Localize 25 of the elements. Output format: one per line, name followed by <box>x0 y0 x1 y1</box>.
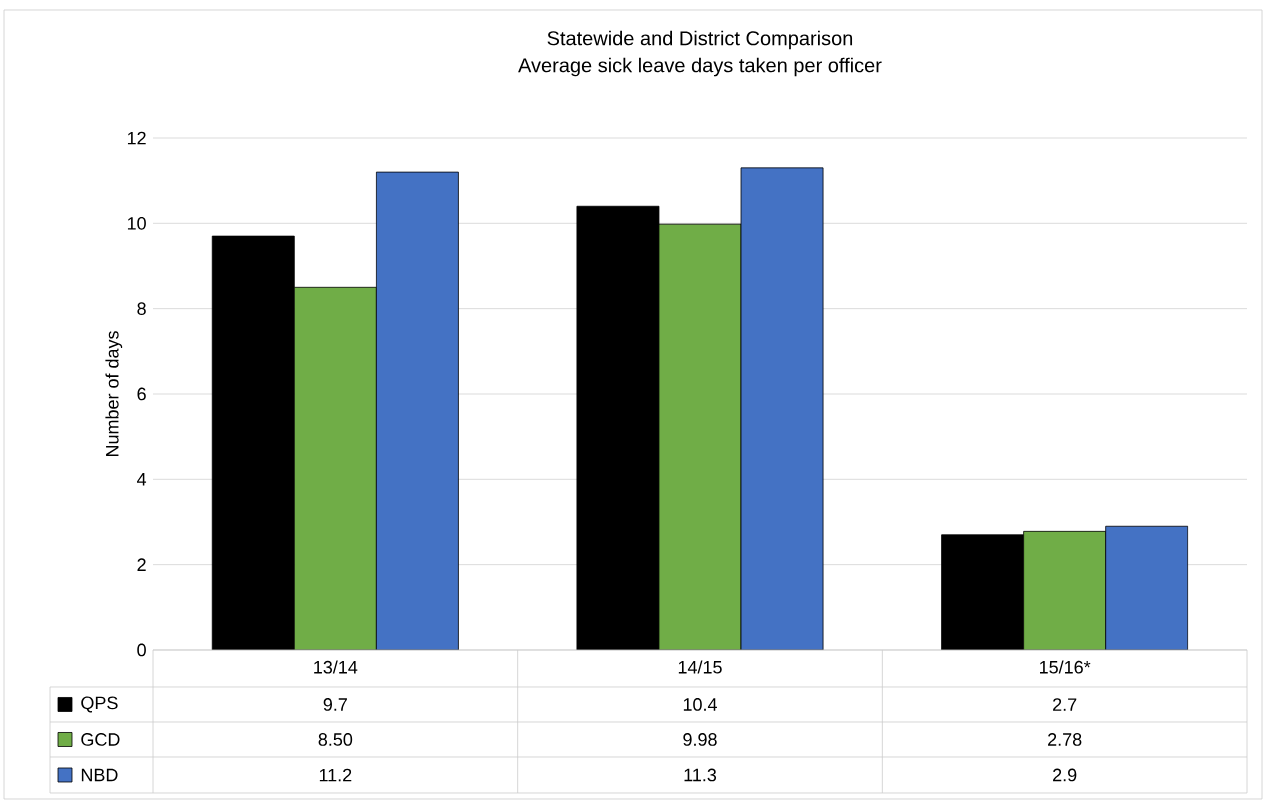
data-label: 8.50 <box>318 733 353 746</box>
y-tick-label: 10 <box>127 216 146 230</box>
data-label: 11.3 <box>684 768 717 782</box>
x-tick-label: 15/16* <box>1040 660 1091 674</box>
chart-title: Statewide and District Comparison <box>547 30 853 50</box>
data-label: 2.78 <box>1048 733 1082 746</box>
y-axis-title: Number of days <box>105 331 123 457</box>
y-tick-label: 0 <box>137 643 146 657</box>
legend-label: NBD <box>81 768 118 782</box>
data-label: 9.98 <box>683 733 717 746</box>
x-tick-label: 14/15 <box>678 660 722 674</box>
data-label: 11.2 <box>319 768 352 782</box>
y-tick-label: 6 <box>137 387 146 401</box>
data-label: 9.7 <box>323 698 347 711</box>
data-label: 2.9 <box>1053 768 1077 782</box>
y-tick-label: 4 <box>137 473 147 486</box>
data-label: 10.4 <box>683 698 717 711</box>
y-tick-label: 2 <box>137 558 146 571</box>
y-tick-label: 8 <box>137 302 146 316</box>
x-tick-label: 13/14 <box>314 660 358 674</box>
legend-label: QPS <box>81 696 118 713</box>
chart-subtitle: Average sick leave days taken per officer <box>518 57 882 77</box>
legend-label: GCD <box>81 733 120 746</box>
data-label: 2.7 <box>1053 698 1077 711</box>
y-tick-label: 12 <box>127 131 146 145</box>
